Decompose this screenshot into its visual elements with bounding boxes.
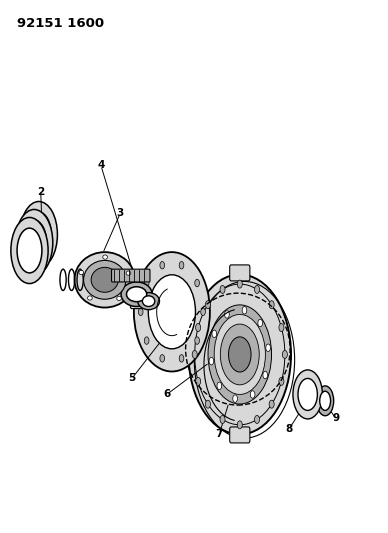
Ellipse shape <box>189 274 291 434</box>
Ellipse shape <box>205 301 210 309</box>
Ellipse shape <box>134 252 210 372</box>
Ellipse shape <box>220 415 225 423</box>
Ellipse shape <box>160 354 165 362</box>
Ellipse shape <box>91 268 118 292</box>
Ellipse shape <box>279 377 284 385</box>
Ellipse shape <box>196 324 201 332</box>
Ellipse shape <box>269 400 274 408</box>
Ellipse shape <box>282 351 288 358</box>
Ellipse shape <box>237 421 242 429</box>
Ellipse shape <box>263 372 268 379</box>
Ellipse shape <box>192 351 197 358</box>
Text: 6: 6 <box>163 390 170 399</box>
Ellipse shape <box>142 296 155 306</box>
Ellipse shape <box>242 306 247 314</box>
Text: 2: 2 <box>37 187 44 197</box>
Ellipse shape <box>179 262 184 269</box>
Ellipse shape <box>217 382 222 390</box>
Ellipse shape <box>212 330 217 337</box>
Ellipse shape <box>255 415 260 423</box>
Ellipse shape <box>205 400 210 408</box>
Ellipse shape <box>79 270 83 274</box>
Ellipse shape <box>17 228 42 273</box>
Ellipse shape <box>160 262 165 269</box>
Ellipse shape <box>11 217 48 284</box>
Ellipse shape <box>269 301 274 309</box>
Ellipse shape <box>258 319 263 327</box>
Ellipse shape <box>196 377 201 385</box>
Ellipse shape <box>148 275 196 349</box>
Ellipse shape <box>320 391 331 410</box>
Ellipse shape <box>266 344 270 351</box>
FancyBboxPatch shape <box>230 265 250 281</box>
Ellipse shape <box>139 308 143 316</box>
Ellipse shape <box>237 280 242 288</box>
Ellipse shape <box>195 337 199 344</box>
Ellipse shape <box>250 391 255 398</box>
Ellipse shape <box>209 358 214 365</box>
Ellipse shape <box>121 282 152 306</box>
Ellipse shape <box>279 324 284 332</box>
Ellipse shape <box>201 308 205 316</box>
Ellipse shape <box>144 279 149 287</box>
Ellipse shape <box>298 378 317 410</box>
Text: 9: 9 <box>332 414 339 423</box>
Ellipse shape <box>88 296 92 300</box>
FancyBboxPatch shape <box>230 427 250 443</box>
Text: 7: 7 <box>215 430 223 439</box>
Ellipse shape <box>144 337 149 344</box>
Ellipse shape <box>317 386 334 416</box>
Ellipse shape <box>179 354 184 362</box>
Ellipse shape <box>225 311 229 318</box>
Ellipse shape <box>117 296 121 301</box>
Ellipse shape <box>103 255 107 259</box>
Ellipse shape <box>233 395 237 402</box>
FancyBboxPatch shape <box>112 269 150 282</box>
Ellipse shape <box>20 201 57 268</box>
Ellipse shape <box>138 293 159 310</box>
Ellipse shape <box>16 209 53 276</box>
Ellipse shape <box>83 261 126 299</box>
Ellipse shape <box>214 314 265 394</box>
Ellipse shape <box>293 370 322 419</box>
Text: 3: 3 <box>117 208 124 218</box>
Ellipse shape <box>195 279 199 287</box>
Ellipse shape <box>22 220 47 265</box>
Text: 5: 5 <box>128 374 135 383</box>
Ellipse shape <box>220 324 259 385</box>
Ellipse shape <box>126 271 131 275</box>
Text: 4: 4 <box>97 160 105 170</box>
Ellipse shape <box>74 252 135 308</box>
Ellipse shape <box>229 337 251 372</box>
Text: 92151 1600: 92151 1600 <box>17 18 105 30</box>
Ellipse shape <box>126 287 147 302</box>
Ellipse shape <box>208 305 272 404</box>
FancyBboxPatch shape <box>130 288 143 309</box>
Ellipse shape <box>220 286 225 294</box>
Text: 8: 8 <box>286 424 293 434</box>
Ellipse shape <box>255 286 260 294</box>
Ellipse shape <box>26 212 51 257</box>
